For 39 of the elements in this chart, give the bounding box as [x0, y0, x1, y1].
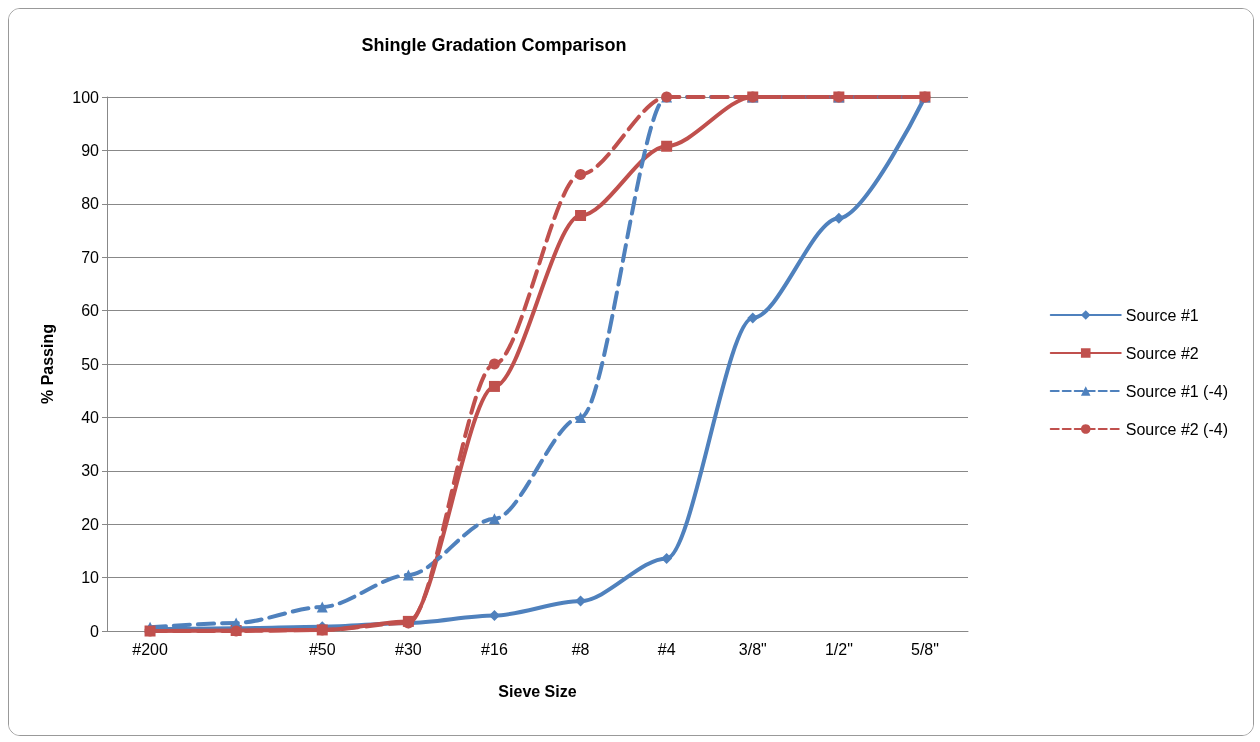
y-tick-label: 30	[81, 462, 100, 480]
y-tick-label: 80	[81, 195, 100, 213]
y-tick-label: 40	[81, 408, 100, 426]
y-axis-title: % Passing	[38, 323, 56, 405]
y-tick-label: 50	[81, 355, 100, 373]
point	[575, 210, 587, 222]
y-tick-label: 100	[72, 88, 100, 106]
x-tick-label: #16	[481, 640, 508, 658]
point	[575, 411, 587, 423]
x-tick-label: 1/2"	[824, 640, 853, 658]
point	[488, 513, 500, 525]
point	[747, 312, 759, 324]
point	[661, 552, 673, 564]
x-tick-label: #30	[395, 640, 422, 658]
point	[833, 212, 845, 224]
x-tick-label: #8	[571, 640, 590, 658]
x-tick-label: #4	[657, 640, 676, 658]
point	[402, 569, 414, 581]
legend-label: Source #1 (-4)	[1125, 382, 1228, 400]
y-tick-label: 90	[81, 141, 100, 159]
y-tick-label: 10	[81, 569, 100, 587]
legend-label: Source #1	[1125, 306, 1199, 324]
chart-title: Shingle Gradation Comparison	[361, 35, 627, 55]
x-tick-label: #50	[308, 640, 336, 658]
x-tick-label: 5/8"	[910, 640, 939, 658]
point	[316, 601, 328, 613]
y-tick-label: 20	[81, 515, 100, 533]
x-tick-label: #200	[132, 640, 168, 658]
point	[488, 358, 500, 370]
legend-label: Source #2	[1125, 344, 1199, 362]
point	[488, 380, 500, 392]
point	[661, 140, 673, 152]
y-tick-label: 0	[90, 622, 100, 640]
y-tick-label: 70	[81, 248, 100, 266]
point	[575, 168, 587, 180]
y-tick-label: 60	[81, 302, 100, 320]
x-tick-label: 3/8"	[738, 640, 767, 658]
x-axis-title: Sieve Size	[498, 682, 577, 700]
legend-label: Source #2 (-4)	[1125, 420, 1228, 438]
